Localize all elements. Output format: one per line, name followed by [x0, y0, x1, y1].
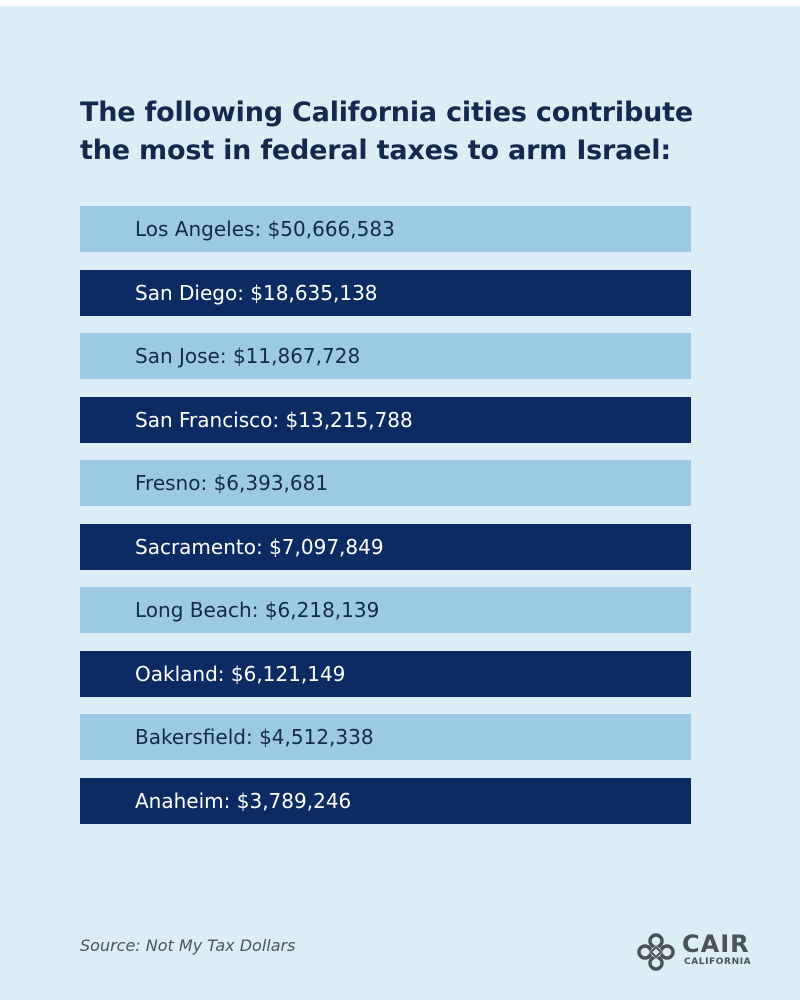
- city-separator: :: [255, 534, 270, 559]
- city-row: Anaheim: $3,789,246: [80, 777, 691, 824]
- city-name: Long Beach: [135, 598, 252, 622]
- city-row: Los Angeles: $50,666,583: [80, 206, 691, 252]
- city-separator: :: [219, 344, 233, 368]
- city-list: Los Angeles: $50,666,583 San Diego: $18,6…: [80, 206, 691, 841]
- top-strip: [0, 0, 800, 6]
- city-amount: $7,097,849: [269, 534, 384, 559]
- city-row: Oakland: $6,121,149: [80, 650, 691, 697]
- city-row: San Francisco: $13,215,788: [80, 396, 691, 443]
- city-row: Long Beach: $6,218,139: [80, 587, 691, 633]
- city-row: San Diego: $18,635,138: [80, 269, 691, 316]
- city-amount: $6,393,681: [213, 471, 329, 495]
- city-separator: :: [251, 598, 265, 622]
- city-amount: $4,512,338: [259, 725, 374, 749]
- city-name: San Jose: [135, 344, 220, 368]
- city-separator: :: [217, 661, 231, 686]
- city-row: San Jose: $11,867,728: [80, 333, 691, 379]
- source-note: Source: Not My Tax Dollars: [80, 936, 296, 955]
- cair-logo: CAIR CALIFORNIA: [636, 928, 766, 972]
- city-name: Bakersfield: [135, 725, 246, 749]
- city-amount: $11,867,728: [232, 344, 361, 368]
- city-amount: $6,218,139: [264, 598, 380, 622]
- city-separator: :: [200, 471, 214, 495]
- city-name: Oakland: [135, 661, 218, 686]
- city-amount: $50,666,583: [267, 217, 395, 241]
- city-amount: $13,215,788: [285, 407, 413, 432]
- city-name: Anaheim: [135, 788, 224, 813]
- city-row: Fresno: $6,393,681: [80, 460, 691, 506]
- city-amount: $3,789,246: [236, 788, 352, 813]
- city-separator: :: [245, 725, 260, 749]
- city-name: Fresno: [135, 471, 201, 495]
- headline-line-2: the most in federal taxes to arm Israel:: [80, 135, 671, 166]
- city-row: Bakersfield: $4,512,338: [80, 714, 691, 760]
- city-separator: :: [237, 280, 251, 305]
- logo-name: CAIR: [682, 930, 750, 958]
- city-amount: $6,121,149: [230, 661, 346, 686]
- headline-line-1: The following California cities contribu…: [80, 97, 693, 128]
- city-separator: :: [272, 407, 286, 432]
- city-name: Los Angeles: [135, 217, 255, 241]
- city-separator: :: [254, 217, 268, 241]
- city-name: San Francisco: [135, 407, 273, 432]
- city-name: Sacramento: [135, 534, 256, 559]
- logo-subtitle: CALIFORNIA: [684, 957, 752, 967]
- cair-emblem-icon: [637, 933, 675, 971]
- city-separator: :: [223, 788, 237, 813]
- city-row: Sacramento: $7,097,849: [80, 523, 691, 570]
- city-amount: $18,635,138: [250, 280, 378, 305]
- city-name: San Diego: [135, 280, 238, 305]
- headline: The following California cities contribu…: [80, 94, 760, 170]
